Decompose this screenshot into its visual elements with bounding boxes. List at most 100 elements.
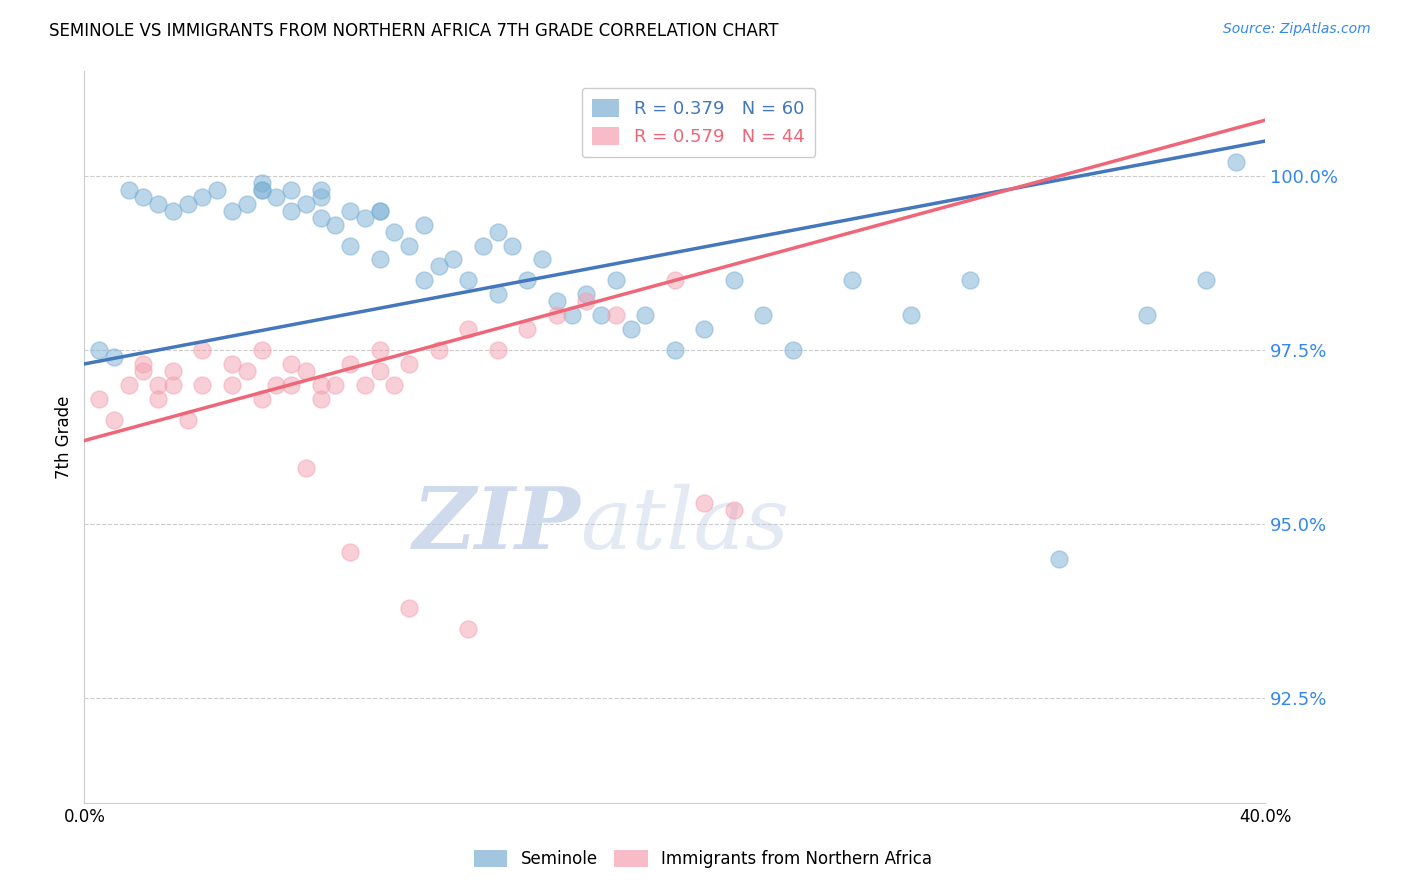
Point: [191, 343, 214, 357]
Point: [221, 357, 243, 371]
Point: [664, 273, 686, 287]
Text: ZIP: ZIP: [412, 483, 581, 566]
Point: [427, 260, 450, 274]
Point: [309, 190, 332, 204]
Point: [148, 392, 170, 406]
Point: [531, 252, 554, 267]
Text: Source: ZipAtlas.com: Source: ZipAtlas.com: [1223, 22, 1371, 37]
Point: [354, 377, 377, 392]
Point: [87, 343, 111, 357]
Point: [148, 377, 170, 392]
Point: [132, 190, 155, 204]
Point: [250, 183, 273, 197]
Point: [382, 225, 406, 239]
Point: [486, 225, 509, 239]
Point: [605, 308, 627, 322]
Point: [620, 322, 643, 336]
Point: [486, 343, 509, 357]
Point: [443, 252, 465, 267]
Legend: Seminole, Immigrants from Northern Africa: Seminole, Immigrants from Northern Afric…: [467, 843, 939, 875]
Point: [368, 343, 391, 357]
Point: [382, 377, 406, 392]
Text: atlas: atlas: [581, 483, 790, 566]
Point: [221, 377, 243, 392]
Point: [236, 364, 259, 378]
Point: [103, 350, 125, 364]
Point: [368, 203, 391, 218]
Point: [148, 196, 170, 211]
Point: [368, 364, 391, 378]
Point: [427, 343, 450, 357]
Point: [398, 600, 420, 615]
Point: [501, 238, 523, 252]
Point: [207, 183, 229, 197]
Point: [457, 322, 479, 336]
Point: [191, 377, 214, 392]
Point: [325, 377, 347, 392]
Point: [280, 377, 302, 392]
Point: [398, 357, 420, 371]
Point: [591, 308, 613, 322]
Point: [325, 218, 347, 232]
Y-axis label: 7th Grade: 7th Grade: [55, 395, 73, 479]
Legend: R = 0.379   N = 60, R = 0.579   N = 44: R = 0.379 N = 60, R = 0.579 N = 44: [582, 87, 815, 157]
Point: [87, 392, 111, 406]
Point: [1225, 155, 1247, 169]
Point: [546, 294, 568, 309]
Point: [693, 496, 716, 510]
Point: [162, 377, 184, 392]
Point: [561, 308, 583, 322]
Point: [413, 218, 436, 232]
Point: [457, 622, 479, 636]
Point: [339, 357, 361, 371]
Point: [295, 461, 318, 475]
Point: [191, 190, 214, 204]
Point: [959, 273, 981, 287]
Point: [339, 203, 361, 218]
Point: [309, 392, 332, 406]
Point: [162, 203, 184, 218]
Point: [841, 273, 863, 287]
Point: [309, 183, 332, 197]
Point: [339, 238, 361, 252]
Point: [280, 203, 302, 218]
Point: [575, 287, 598, 301]
Point: [162, 364, 184, 378]
Point: [516, 273, 538, 287]
Point: [486, 287, 509, 301]
Point: [723, 273, 745, 287]
Point: [221, 203, 243, 218]
Point: [250, 183, 273, 197]
Point: [132, 357, 155, 371]
Point: [177, 196, 200, 211]
Point: [413, 273, 436, 287]
Point: [472, 238, 495, 252]
Point: [250, 392, 273, 406]
Point: [266, 190, 288, 204]
Point: [250, 176, 273, 190]
Point: [575, 294, 598, 309]
Point: [118, 377, 141, 392]
Point: [309, 211, 332, 225]
Point: [723, 503, 745, 517]
Point: [250, 343, 273, 357]
Point: [546, 308, 568, 322]
Point: [516, 322, 538, 336]
Point: [368, 203, 391, 218]
Point: [457, 273, 479, 287]
Point: [103, 412, 125, 426]
Point: [118, 183, 141, 197]
Point: [339, 545, 361, 559]
Point: [1136, 308, 1159, 322]
Point: [605, 273, 627, 287]
Point: [1195, 273, 1218, 287]
Point: [1047, 552, 1070, 566]
Point: [266, 377, 288, 392]
Point: [280, 357, 302, 371]
Text: SEMINOLE VS IMMIGRANTS FROM NORTHERN AFRICA 7TH GRADE CORRELATION CHART: SEMINOLE VS IMMIGRANTS FROM NORTHERN AFR…: [49, 22, 779, 40]
Point: [132, 364, 155, 378]
Point: [295, 196, 318, 211]
Point: [354, 211, 377, 225]
Point: [693, 322, 716, 336]
Point: [309, 377, 332, 392]
